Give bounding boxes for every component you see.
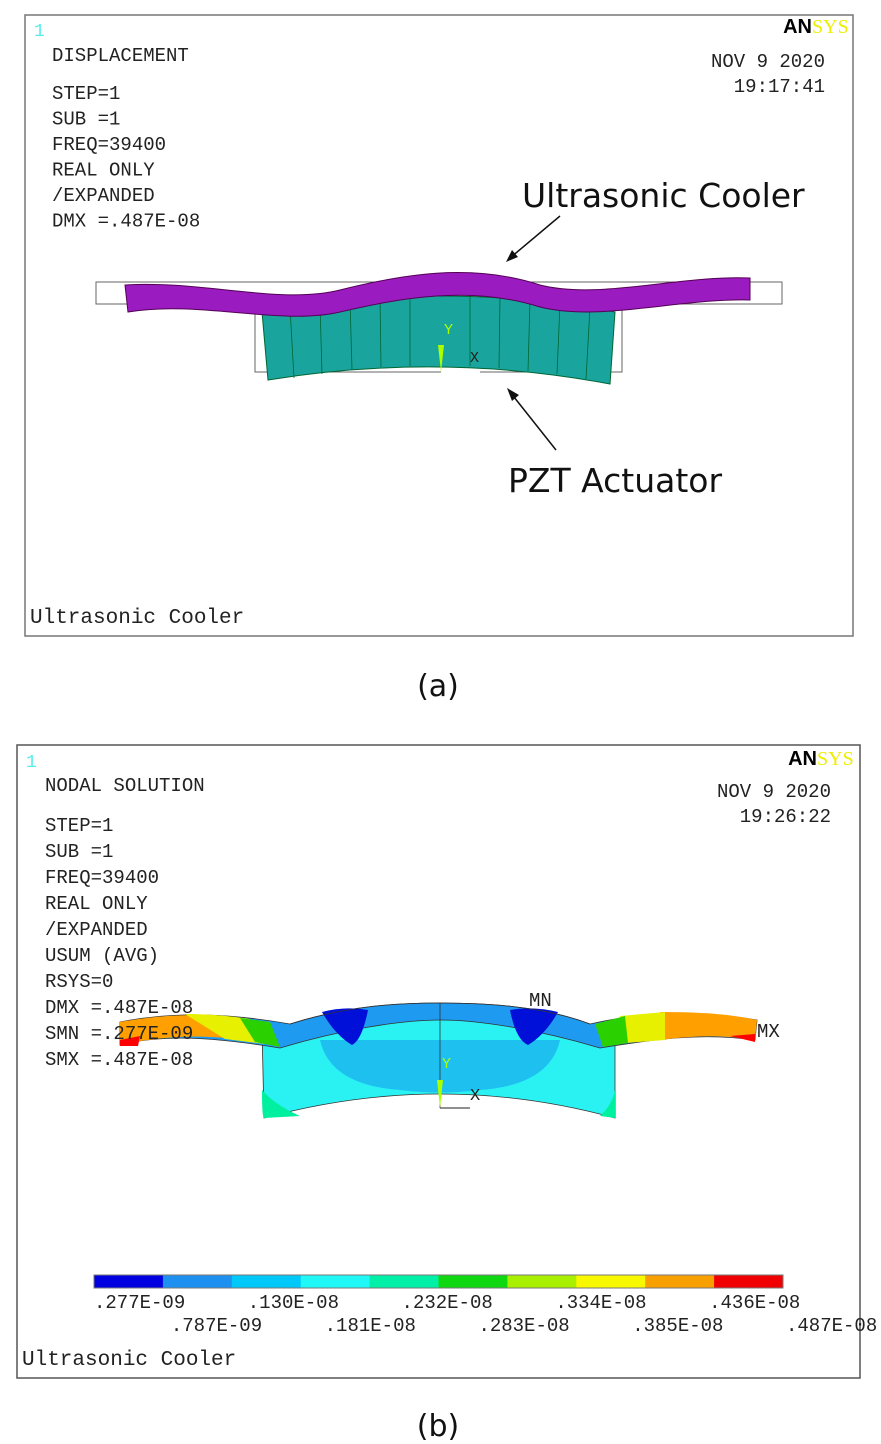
contour <box>322 1008 368 1045</box>
legend-label: .334E-08 <box>555 1292 646 1314</box>
time: 19:26:22 <box>740 806 831 828</box>
date: NOV 9 2020 <box>717 781 831 803</box>
header-line: DISPLACEMENT <box>52 45 189 67</box>
info-line: REAL ONLY <box>52 160 155 182</box>
logo: SYS <box>817 748 854 770</box>
annotation: PZT Actuator <box>508 461 722 500</box>
info-line: USUM (AVG) <box>45 945 159 967</box>
axis-triad <box>438 345 444 372</box>
legend-label: .436E-08 <box>709 1292 800 1314</box>
info-line: RSYS=0 <box>45 971 113 993</box>
ultrasonic-cooler-plate <box>124 272 751 317</box>
contour <box>600 1090 615 1118</box>
legend-swatch <box>507 1275 577 1288</box>
arrow <box>509 391 557 451</box>
arrow-head <box>507 388 519 401</box>
legend-swatch <box>94 1275 164 1288</box>
legend-swatch <box>369 1275 439 1288</box>
axis-label: X <box>470 1087 480 1106</box>
legend-label: .232E-08 <box>402 1292 493 1314</box>
legend-swatch <box>162 1275 233 1288</box>
contour <box>660 1012 757 1040</box>
axis-label: X <box>470 350 479 367</box>
info-line: DMX =.487E-08 <box>52 211 200 233</box>
legend-label: .181E-08 <box>325 1315 416 1337</box>
legend-swatch <box>438 1275 508 1288</box>
legend-swatch <box>645 1275 715 1288</box>
info-line: SMN =.277E-09 <box>45 1023 193 1045</box>
legend-swatch <box>576 1275 646 1288</box>
footer: Ultrasonic Cooler <box>30 607 244 630</box>
contour <box>240 1018 280 1047</box>
info-line: STEP=1 <box>52 83 120 105</box>
contour <box>120 1036 140 1046</box>
footer: Ultrasonic Cooler <box>22 1349 236 1372</box>
contour <box>262 1090 300 1118</box>
caption: (a) <box>417 669 459 704</box>
legend-swatch <box>300 1275 371 1288</box>
axis-triad <box>437 1080 443 1108</box>
min-label: MN <box>529 990 552 1012</box>
caption: (b) <box>417 1409 459 1444</box>
legend-swatch <box>231 1275 302 1288</box>
logo: AN <box>788 748 817 770</box>
contour <box>730 1034 755 1042</box>
info-line: DMX =.487E-08 <box>45 997 193 1019</box>
info-line: STEP=1 <box>45 815 113 837</box>
info-line: SMX =.487E-08 <box>45 1049 193 1071</box>
arrow-head <box>506 250 518 262</box>
legend-label: .385E-08 <box>632 1315 723 1337</box>
window-number: 1 <box>34 22 45 42</box>
logo: AN <box>783 16 812 38</box>
info-line: /EXPANDED <box>45 919 148 941</box>
legend-label: .487E-08 <box>786 1315 877 1337</box>
contour <box>620 1012 665 1043</box>
logo: SYS <box>812 16 849 38</box>
legend: .277E-09.787E-09.130E-08.181E-08.232E-08… <box>93 1274 877 1337</box>
legend-swatch <box>714 1275 784 1288</box>
contour <box>595 1016 628 1047</box>
axis-label: Y <box>442 1056 451 1073</box>
max-label: MX <box>757 1021 780 1043</box>
arrow <box>509 215 561 259</box>
legend-frame <box>93 1274 784 1289</box>
annotation: Ultrasonic Cooler <box>522 176 805 215</box>
legend-label: .787E-09 <box>171 1315 262 1337</box>
window-number: 1 <box>26 753 37 773</box>
legend-label: .277E-09 <box>94 1292 185 1314</box>
header-line: NODAL SOLUTION <box>45 775 205 797</box>
info-line: FREQ=39400 <box>45 867 159 889</box>
mesh-lines <box>289 296 591 380</box>
axis-label: Y <box>444 322 453 339</box>
info-line: /EXPANDED <box>52 185 155 207</box>
contour <box>510 1008 558 1045</box>
time: 19:17:41 <box>734 76 825 98</box>
info-line: SUB =1 <box>45 841 113 863</box>
legend-label: .130E-08 <box>248 1292 339 1314</box>
date: NOV 9 2020 <box>711 51 825 73</box>
info-line: SUB =1 <box>52 109 120 131</box>
legend-label: .283E-08 <box>478 1315 569 1337</box>
info-line: REAL ONLY <box>45 893 148 915</box>
info-line: FREQ=39400 <box>52 134 166 156</box>
